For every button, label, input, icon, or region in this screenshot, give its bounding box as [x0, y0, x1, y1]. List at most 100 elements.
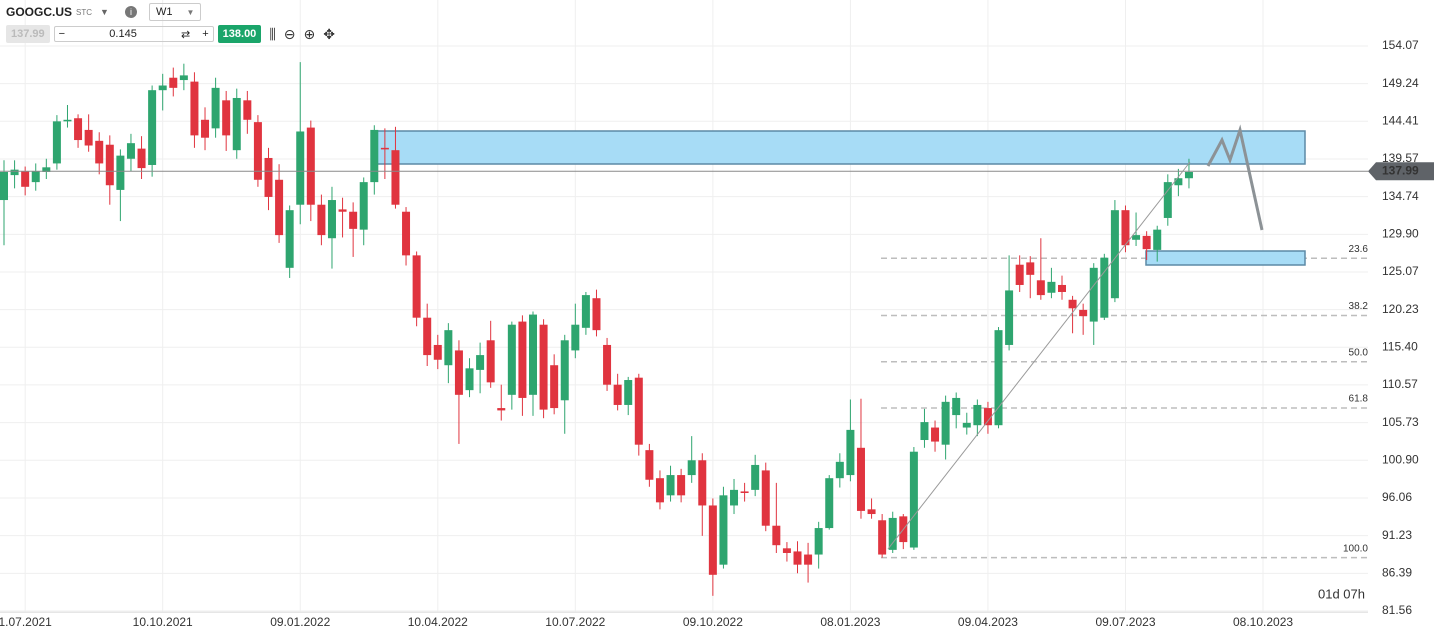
candle-body [708, 505, 717, 575]
info-icon[interactable]: i [124, 6, 137, 18]
x-tick-label: 08.10.2023 [1233, 615, 1293, 629]
interval-select[interactable]: W1 ▼ [148, 3, 202, 21]
y-tick-label: 86.39 [1382, 565, 1412, 579]
fib-label: 61.8 [1349, 394, 1369, 405]
candle-body [63, 119, 72, 122]
candle-body [465, 368, 474, 391]
candle-body [888, 517, 897, 550]
candle-body [835, 461, 844, 479]
candle-body [878, 520, 887, 555]
candle-body [391, 150, 400, 205]
candle-body [592, 298, 601, 331]
candle-body [761, 470, 770, 526]
candle-body [698, 460, 707, 506]
candle-body [613, 384, 622, 405]
candle-body [190, 81, 199, 136]
fib-label: 38.2 [1349, 301, 1369, 312]
candle-body [846, 429, 855, 476]
y-tick-label: 129.90 [1382, 226, 1419, 240]
y-tick-label: 81.56 [1382, 603, 1412, 617]
candle-body [539, 324, 548, 410]
candle-body [84, 129, 93, 146]
candle-body [624, 380, 633, 405]
candle-body [550, 365, 559, 409]
candle-body [1121, 210, 1130, 246]
candle-body [740, 491, 749, 493]
trend-line [887, 161, 1191, 550]
volume-input[interactable]: − 0.145 ⇄ + [53, 26, 214, 42]
candle-body [1132, 235, 1141, 240]
swap[interactable]: ⇄ [181, 28, 191, 41]
candle-body [1153, 229, 1162, 250]
symbol-dropdown[interactable]: ▼ [100, 7, 109, 17]
symbol-bar: GOOGC.US STC ▼ i W1 ▼ [6, 3, 202, 21]
candle-body [1079, 309, 1088, 317]
trade-bar: 137.99 − 0.145 ⇄ + 138.00 ⫼⊖⊕✥ [6, 25, 343, 43]
candle-body [814, 528, 823, 555]
minus[interactable]: − [58, 28, 66, 40]
x-tick-label: 10.04.2022 [408, 615, 468, 629]
drawings [887, 124, 1264, 550]
candle-body [158, 85, 167, 91]
fib-label: 23.6 [1349, 244, 1369, 255]
candle-body [581, 295, 590, 328]
candle-body [497, 408, 506, 411]
countdown: 01d 07h [1318, 586, 1365, 601]
candle-body [1184, 171, 1193, 179]
candle-body [1068, 299, 1077, 309]
candle-body [973, 404, 982, 426]
candle-body [42, 167, 51, 172]
y-tick-label: 115.40 [1382, 339, 1418, 353]
y-tick-label: 154.07 [1382, 38, 1419, 52]
candle-body [1110, 210, 1119, 299]
axis-layer: 154.07 149.24 144.41 139.57 134.74 129.90 125.… [0, 38, 1434, 629]
market: STC [76, 7, 93, 17]
symbol[interactable]: GOOGC.US [6, 5, 73, 19]
bid-button[interactable]: 137.99 [6, 25, 50, 43]
y-tick-label: 110.57 [1382, 377, 1418, 391]
candle-body [317, 204, 326, 236]
candle-body [338, 209, 347, 212]
candle-body [1005, 290, 1014, 345]
interval-dropdown: ▼ [186, 7, 195, 17]
candle-body [920, 422, 929, 441]
candle-body [983, 408, 992, 426]
ask: 138.00 [222, 28, 257, 40]
x-tick-label: 09.04.2023 [958, 615, 1018, 629]
candle-body [751, 464, 760, 490]
candle-body [380, 147, 389, 150]
plus[interactable]: + [202, 27, 209, 40]
candle-body [433, 344, 442, 360]
y-tick-label: 105.73 [1382, 415, 1419, 429]
x-tick-label: 08.01.2023 [820, 615, 880, 629]
candle-body [137, 148, 146, 169]
bid: 137.99 [11, 28, 45, 40]
candle-body [148, 90, 157, 165]
candle-body [222, 100, 231, 136]
candle-body [296, 131, 305, 205]
x-tick-label: 10.10.2021 [133, 615, 193, 629]
candle-body [529, 314, 537, 395]
candle-body [423, 317, 432, 356]
last-price-label: 137.99 [1382, 163, 1419, 177]
projection-path [1206, 124, 1264, 231]
x-tick-label: 09.07.2023 [1095, 615, 1155, 629]
candle-body [349, 211, 358, 229]
chart-tools[interactable]: ⫼⊖⊕✥ [269, 25, 343, 42]
candle-body [856, 447, 865, 511]
candle-body [962, 422, 971, 428]
zones [373, 130, 1306, 266]
candle-body [1036, 280, 1045, 296]
candle-body [1058, 284, 1066, 292]
support-zone [1145, 250, 1306, 266]
candle-body [560, 340, 569, 401]
ask-button[interactable]: 138.00 [217, 25, 262, 43]
marks-layer [0, 62, 1368, 596]
candle-body [931, 427, 940, 442]
candle-body [359, 182, 368, 230]
candle-body [21, 171, 30, 187]
y-tick-label: 100.90 [1382, 452, 1419, 466]
candle-body [804, 554, 813, 565]
candle-body [253, 122, 262, 180]
